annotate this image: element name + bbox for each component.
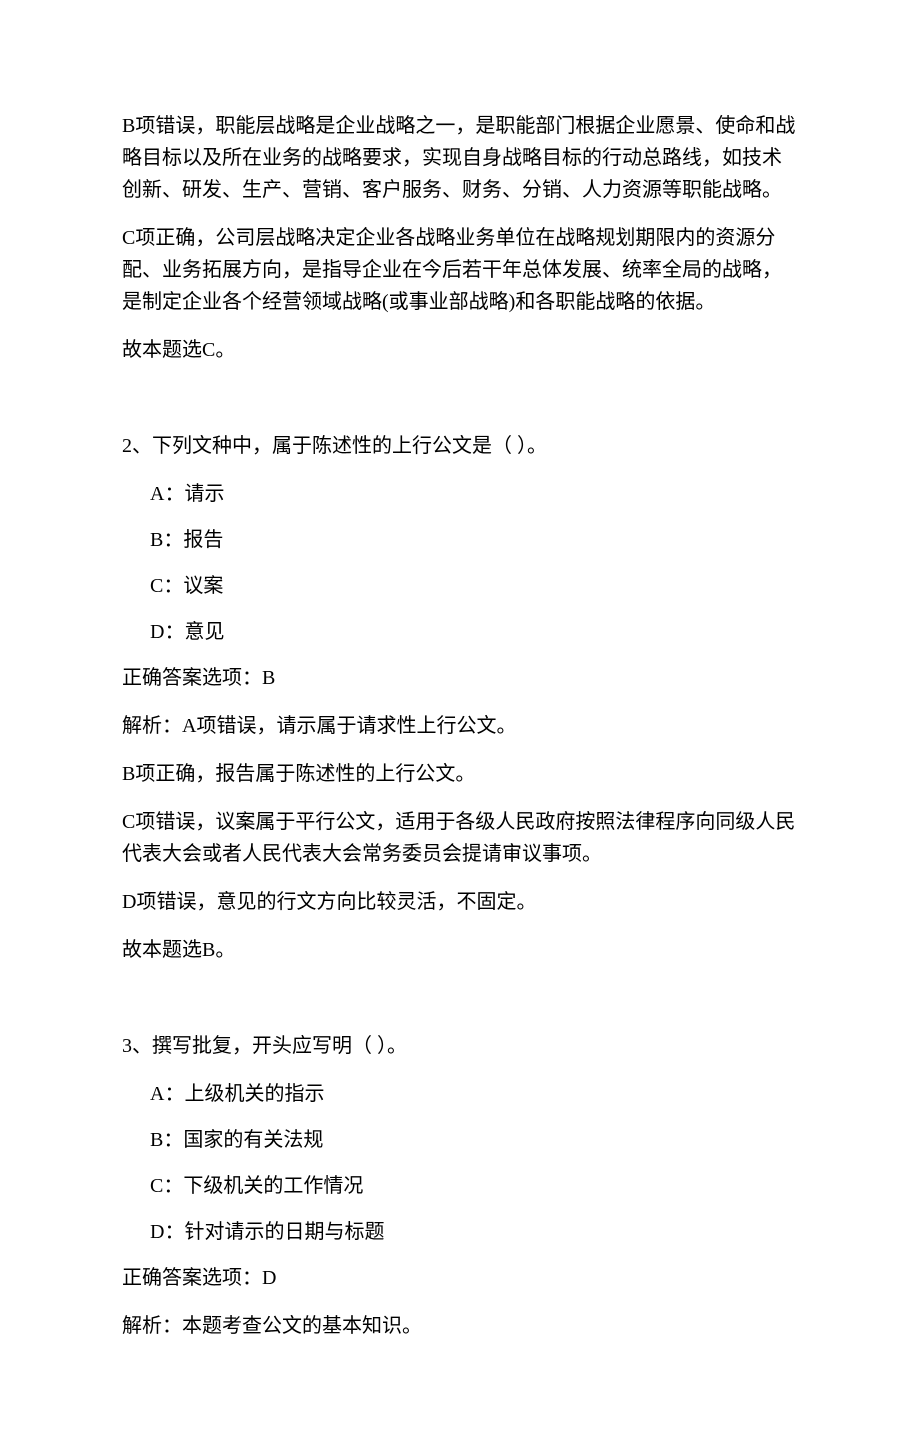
q2-answer: 正确答案选项：B <box>122 662 798 694</box>
q1-explanation-c: C项正确，公司层战略决定企业各战略业务单位在战略规划期限内的资源分配、业务拓展方… <box>122 222 798 318</box>
q2-explanation-c: C项错误，议案属于平行公文，适用于各级人民政府按照法律程序向同级人民代表大会或者… <box>122 806 798 870</box>
question-3: 3、撰写批复，开头应写明（ ）。 A：上级机关的指示 B：国家的有关法规 C：下… <box>122 1030 798 1342</box>
q2-explanation-b: B项正确，报告属于陈述性的上行公文。 <box>122 758 798 790</box>
q3-option-a: A：上级机关的指示 <box>122 1078 798 1110</box>
q1-conclusion: 故本题选C。 <box>122 334 798 366</box>
q3-answer: 正确答案选项：D <box>122 1262 798 1294</box>
q2-option-c: C：议案 <box>122 570 798 602</box>
q2-explanation-d: D项错误，意见的行文方向比较灵活，不固定。 <box>122 886 798 918</box>
q2-option-b: B：报告 <box>122 524 798 556</box>
q2-explanation-a: 解析：A项错误，请示属于请求性上行公文。 <box>122 710 798 742</box>
q2-option-a: A：请示 <box>122 478 798 510</box>
q3-option-c: C：下级机关的工作情况 <box>122 1170 798 1202</box>
q1-explanation-b: B项错误，职能层战略是企业战略之一，是职能部门根据企业愿景、使命和战略目标以及所… <box>122 110 798 206</box>
q3-stem: 3、撰写批复，开头应写明（ ）。 <box>122 1030 798 1062</box>
question-2: 2、下列文种中，属于陈述性的上行公文是（ ）。 A：请示 B：报告 C：议案 D… <box>122 430 798 966</box>
q2-stem: 2、下列文种中，属于陈述性的上行公文是（ ）。 <box>122 430 798 462</box>
q2-option-d: D：意见 <box>122 616 798 648</box>
q3-explanation: 解析：本题考查公文的基本知识。 <box>122 1310 798 1342</box>
q2-conclusion: 故本题选B。 <box>122 934 798 966</box>
q3-option-d: D：针对请示的日期与标题 <box>122 1216 798 1248</box>
q3-option-b: B：国家的有关法规 <box>122 1124 798 1156</box>
